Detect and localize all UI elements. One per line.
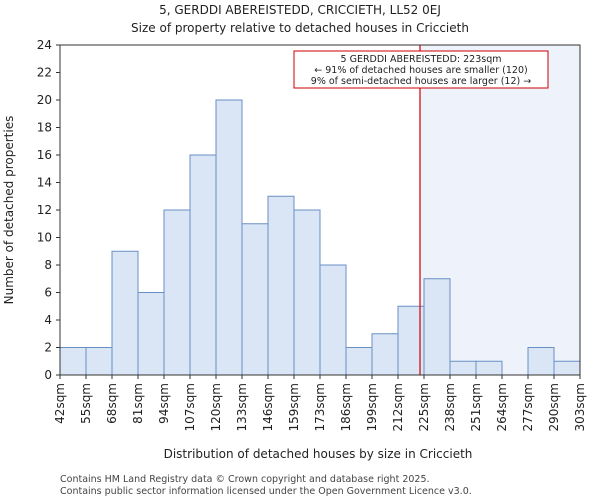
y-tick-label: 6 xyxy=(44,286,52,300)
annotation-box xyxy=(293,50,549,89)
bar-146sqm xyxy=(267,195,295,376)
x-tick-label: 120sqm xyxy=(209,383,223,431)
y-tick-label: 18 xyxy=(37,121,52,135)
x-tick-label: 290sqm xyxy=(547,383,561,431)
x-tick-label: 81sqm xyxy=(131,383,145,424)
bar-107sqm xyxy=(189,154,217,376)
y-tick-label: 24 xyxy=(37,38,52,52)
bar-68sqm xyxy=(111,250,139,376)
x-tick-label: 42sqm xyxy=(53,383,67,424)
y-axis-label: Number of detached properties xyxy=(2,116,16,305)
footer-copyright: Contains HM Land Registry data © Crown c… xyxy=(60,474,430,485)
bar-120sqm xyxy=(215,99,243,376)
x-tick-label: 238sqm xyxy=(443,383,457,431)
x-tick-label: 68sqm xyxy=(105,383,119,424)
y-tick-label: 14 xyxy=(37,176,52,190)
y-tick-label: 2 xyxy=(44,341,52,355)
bar-199sqm xyxy=(371,333,399,376)
bar-186sqm xyxy=(345,347,373,376)
bar-55sqm xyxy=(85,347,113,376)
x-tick-label: 186sqm xyxy=(339,383,353,431)
annotation-line-address: 5 GERDDI ABEREISTEDD: 223sqm xyxy=(341,54,502,65)
bar-173sqm xyxy=(319,264,347,376)
x-tick-label: 133sqm xyxy=(235,383,249,431)
annotation-line-smaller: ← 91% of detached houses are smaller (12… xyxy=(314,65,527,76)
y-tick-label: 10 xyxy=(37,231,52,245)
x-tick-label: 173sqm xyxy=(313,383,327,431)
bar-159sqm xyxy=(293,209,321,376)
bar-133sqm xyxy=(241,223,269,376)
bar-238sqm xyxy=(449,360,477,376)
x-tick-label: 199sqm xyxy=(365,383,379,431)
bar-251sqm xyxy=(475,360,503,376)
chart-title: 5, GERDDI ABEREISTEDD, CRICCIETH, LL52 0… xyxy=(159,3,441,17)
x-tick-label: 159sqm xyxy=(287,383,301,431)
x-tick-label: 251sqm xyxy=(469,383,483,431)
x-axis-label: Distribution of detached houses by size … xyxy=(164,447,473,461)
y-tick-label: 8 xyxy=(44,258,52,272)
chart-subtitle: Size of property relative to detached ho… xyxy=(131,21,469,35)
x-tick-label: 303sqm xyxy=(573,383,587,431)
y-tick-label: 22 xyxy=(37,66,52,80)
bar-81sqm xyxy=(137,292,165,376)
x-tick-label: 55sqm xyxy=(79,383,93,424)
bar-290sqm xyxy=(553,360,581,376)
bar-277sqm xyxy=(527,347,555,376)
x-tick-label: 225sqm xyxy=(417,383,431,431)
x-tick-label: 277sqm xyxy=(521,383,535,431)
x-tick-label: 107sqm xyxy=(183,383,197,431)
footer-licence: Contains public sector information licen… xyxy=(60,486,472,497)
bar-225sqm xyxy=(423,278,451,376)
bar-42sqm xyxy=(59,347,87,376)
x-tick-label: 94sqm xyxy=(157,383,171,424)
x-tick-label: 146sqm xyxy=(261,383,275,431)
bar-94sqm xyxy=(163,209,191,376)
x-tick-label: 212sqm xyxy=(391,383,405,431)
x-axis: 42sqm 55sqm 68sqm 81sqm 94sqm 107sqm 120sqm 133… xyxy=(53,375,587,431)
y-tick-label: 12 xyxy=(37,203,52,217)
y-tick-label: 20 xyxy=(37,93,52,107)
x-tick-label: 264sqm xyxy=(495,383,509,431)
y-tick-label: 16 xyxy=(37,148,52,162)
annotation-line-larger: 9% of semi-detached houses are larger (1… xyxy=(311,76,531,87)
y-tick-label: 4 xyxy=(44,313,52,327)
y-tick-label: 0 xyxy=(44,368,52,382)
bars-group xyxy=(59,99,581,376)
